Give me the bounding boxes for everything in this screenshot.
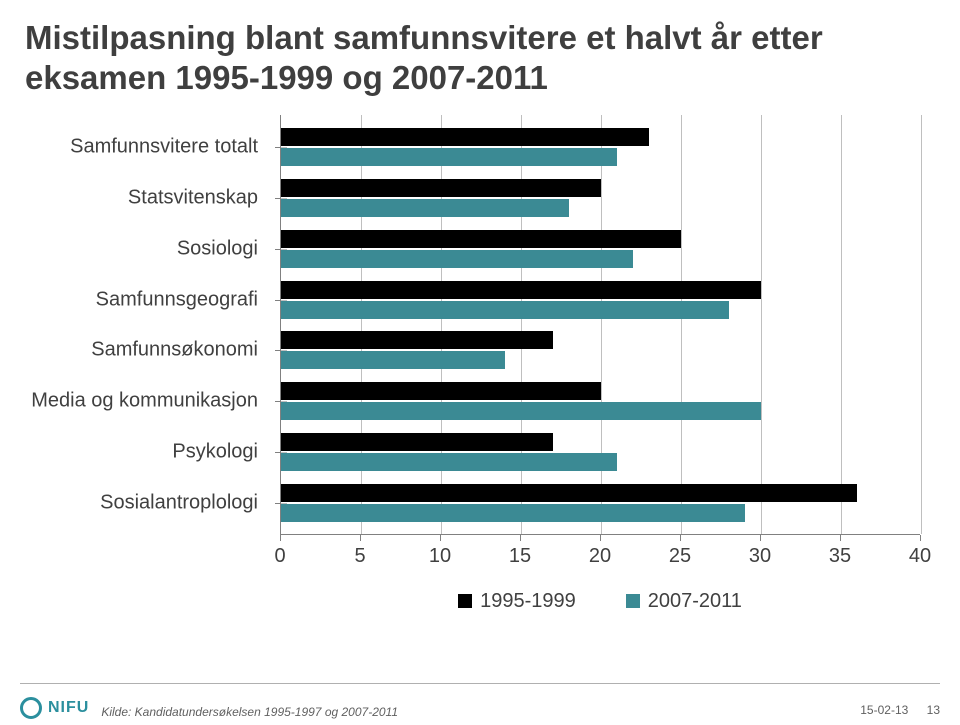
x-tick-mark (360, 535, 361, 541)
legend-swatch (458, 594, 472, 608)
bar (281, 504, 745, 522)
x-tick-label: 0 (274, 545, 285, 568)
x-tick-mark (440, 535, 441, 541)
x-tick-mark (600, 535, 601, 541)
legend-label: 1995-1999 (480, 590, 576, 612)
bar (281, 351, 505, 369)
x-tick-label: 25 (669, 545, 691, 568)
x-axis: 0510152025303540 (280, 535, 920, 575)
footer-left: NIFU Kilde: Kandidatundersøkelsen 1995-1… (20, 697, 398, 719)
x-tick-mark (760, 535, 761, 541)
bar (281, 199, 569, 217)
x-tick-mark (840, 535, 841, 541)
category-label: Sosiologi (177, 237, 258, 260)
bar (281, 230, 681, 248)
x-tick-label: 10 (429, 545, 451, 568)
bar (281, 382, 601, 400)
x-tick-label: 15 (509, 545, 531, 568)
nifu-logotext: NIFU (48, 699, 89, 717)
footer-right: 15-02-13 13 (845, 703, 940, 717)
bar (281, 301, 729, 319)
bar (281, 433, 553, 451)
category-label: Samfunnsvitere totalt (70, 135, 258, 158)
x-tick-label: 30 (749, 545, 771, 568)
x-tick-label: 35 (829, 545, 851, 568)
bar (281, 128, 649, 146)
legend: 1995-1999 2007-2011 (280, 590, 920, 613)
x-tick-mark (280, 535, 281, 541)
category-label: Psykologi (172, 441, 258, 464)
bar (281, 484, 857, 502)
title-line-2: eksamen 1995-1999 og 2007-2011 (25, 59, 548, 96)
x-tick-label: 20 (589, 545, 611, 568)
chart: Samfunnsvitere totalt Statsvitenskap Sosio… (20, 115, 940, 635)
bar (281, 281, 761, 299)
legend-item: 2007-2011 (626, 590, 742, 613)
title-line-1: Mistilpasning blant samfunnsvitere et ha… (25, 19, 823, 56)
page-title: Mistilpasning blant samfunnsvitere et ha… (0, 0, 960, 107)
bar (281, 453, 617, 471)
category-label: Sosialantroplologi (100, 492, 258, 515)
x-tick-label: 40 (909, 545, 931, 568)
footer-page: 13 (927, 703, 940, 717)
bar (281, 148, 617, 166)
x-tick-mark (520, 535, 521, 541)
gridline (921, 115, 922, 534)
footer-date: 15-02-13 (860, 703, 908, 717)
bar (281, 331, 553, 349)
x-tick-label: 5 (354, 545, 365, 568)
gridline (761, 115, 762, 534)
category-label: Media og kommunikasjon (31, 390, 258, 413)
gridline (681, 115, 682, 534)
category-label: Samfunnsgeografi (96, 288, 258, 311)
source-text: Kilde: Kandidatundersøkelsen 1995-1997 o… (101, 705, 398, 719)
x-tick-mark (680, 535, 681, 541)
bar (281, 402, 761, 420)
nifu-circle-icon (20, 697, 42, 719)
category-label: Samfunnsøkonomi (91, 339, 258, 362)
plot-area (280, 115, 920, 535)
nifu-logo: NIFU (20, 697, 89, 719)
legend-label: 2007-2011 (648, 590, 742, 612)
category-labels: Samfunnsvitere totalt Statsvitenskap Sosio… (20, 115, 270, 535)
legend-item: 1995-1999 (458, 590, 576, 613)
x-tick-mark (920, 535, 921, 541)
gridline (841, 115, 842, 534)
legend-swatch (626, 594, 640, 608)
bar (281, 250, 633, 268)
bar (281, 179, 601, 197)
category-label: Statsvitenskap (128, 186, 258, 209)
footer: NIFU Kilde: Kandidatundersøkelsen 1995-1… (20, 683, 940, 713)
